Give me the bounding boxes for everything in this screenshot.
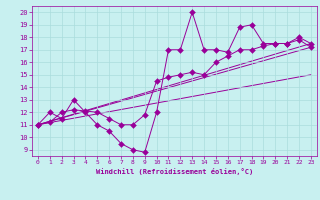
X-axis label: Windchill (Refroidissement éolien,°C): Windchill (Refroidissement éolien,°C) — [96, 168, 253, 175]
